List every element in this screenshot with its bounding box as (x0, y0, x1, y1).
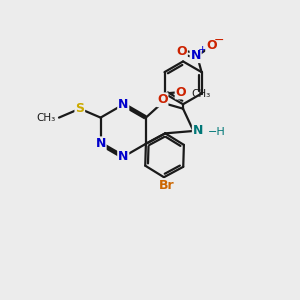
Text: −H: −H (208, 127, 226, 136)
Text: −: − (214, 34, 224, 46)
Text: O: O (176, 44, 187, 58)
Text: Br: Br (159, 179, 175, 192)
Text: S: S (75, 102, 84, 115)
Text: +: + (198, 45, 207, 55)
Text: N: N (190, 49, 201, 62)
Text: N: N (193, 124, 203, 137)
Text: O: O (157, 93, 168, 106)
Text: CH₃: CH₃ (37, 113, 56, 123)
Text: N: N (95, 137, 106, 150)
Text: N: N (118, 98, 128, 111)
Text: O: O (206, 39, 217, 52)
Text: O: O (176, 85, 186, 98)
Text: CH₃: CH₃ (191, 88, 211, 98)
Text: N: N (118, 150, 128, 163)
